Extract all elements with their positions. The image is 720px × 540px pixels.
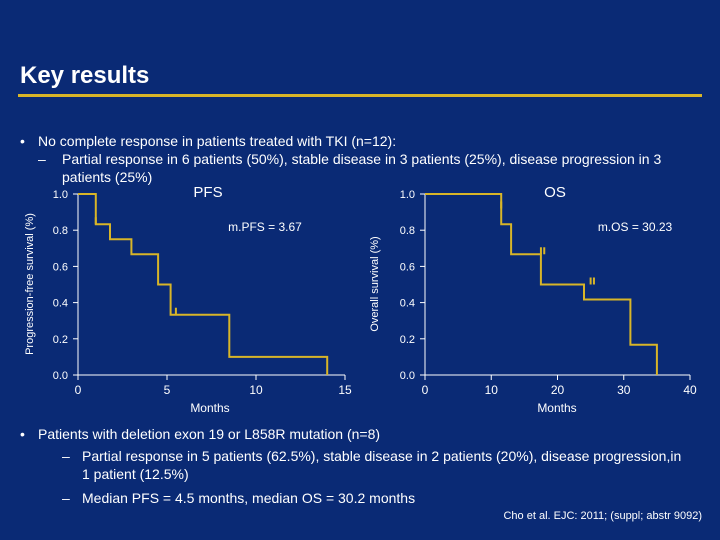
- os-x-tick-label: 40: [683, 383, 697, 397]
- bullet-2-marker: •: [20, 426, 25, 442]
- pfs-y-tick-label: 0.8: [53, 225, 68, 237]
- bullet-1-sub-dash: –: [38, 151, 46, 167]
- pfs-x-tick-label: 0: [75, 383, 82, 397]
- bullet-1-text: No complete response in patients treated…: [38, 133, 397, 149]
- pfs-x-tick-label: 5: [164, 383, 171, 397]
- pfs-x-tick-label: 15: [338, 383, 352, 397]
- pfs-title: PFS: [193, 184, 222, 201]
- pfs-x-tick-label: 10: [249, 383, 263, 397]
- os-x-tick-label: 10: [485, 383, 499, 397]
- pfs-y-tick-label: 0.6: [53, 261, 68, 273]
- os-survival-curve: [425, 193, 658, 375]
- pfs-y-tick-label: 1.0: [53, 189, 68, 201]
- os-y-axis-label: Overall survival (%): [369, 236, 381, 331]
- os-y-tick-label: 0.8: [400, 225, 415, 237]
- os-median-annotation: m.OS = 30.23: [598, 220, 673, 234]
- bullet-2-sub-1-dash: –: [62, 448, 70, 464]
- pfs-survival-curve: [78, 193, 329, 375]
- os-x-tick-label: 20: [551, 383, 565, 397]
- os-y-tick-label: 0.2: [400, 334, 415, 346]
- os-x-tick-label: 30: [617, 383, 631, 397]
- pfs-median-annotation: m.PFS = 3.67: [228, 220, 302, 234]
- pfs-y-tick-label: 0.0: [53, 370, 68, 382]
- os-chart: OS m.OS = 30.23 Months Overall survival …: [369, 184, 697, 415]
- pfs-y-axis-label: Progression-free survival (%): [24, 213, 36, 355]
- os-y-tick-label: 0.4: [400, 298, 415, 310]
- os-y-tick-label: 1.0: [400, 189, 415, 201]
- os-title: OS: [544, 184, 566, 201]
- bullet-1-sub-text: Partial response in 6 patients (50%), st…: [62, 151, 662, 185]
- bullet-2-sub-2-dash: –: [62, 490, 70, 506]
- citation: Cho et al. EJC: 2011; (suppl; abstr 9092…: [503, 510, 702, 522]
- slide-title: Key results: [20, 62, 150, 89]
- os-y-tick-label: 0.0: [400, 370, 415, 382]
- os-x-axis-label: Months: [537, 401, 576, 415]
- pfs-y-tick-label: 0.4: [53, 298, 68, 310]
- bullet-2-sub-1-text: Partial response in 5 patients (62.5%), …: [82, 448, 682, 482]
- title-underline: [18, 94, 702, 97]
- bullet-2-sub-2-text: Median PFS = 4.5 months, median OS = 30.…: [82, 490, 416, 506]
- pfs-x-axis-label: Months: [190, 401, 229, 415]
- pfs-chart: PFS m.PFS = 3.67 Months Progression-free…: [24, 184, 352, 415]
- os-y-tick-label: 0.6: [400, 261, 415, 273]
- pfs-y-tick-label: 0.2: [53, 334, 68, 346]
- os-x-tick-label: 0: [422, 383, 429, 397]
- bullet-1-marker: •: [20, 133, 25, 149]
- bullet-2-text: Patients with deletion exon 19 or L858R …: [38, 426, 381, 442]
